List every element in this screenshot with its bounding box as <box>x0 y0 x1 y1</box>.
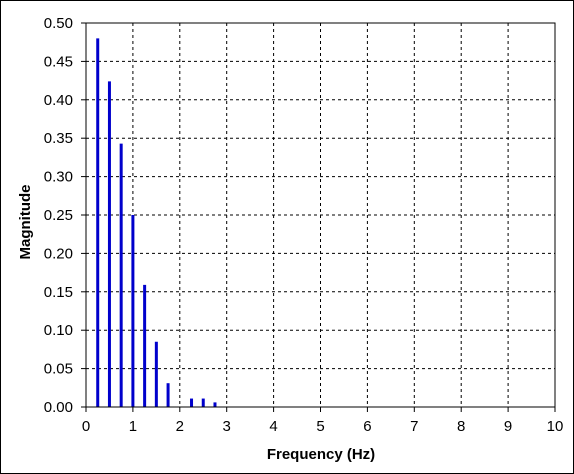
x-tick-label: 4 <box>269 418 277 435</box>
x-tick-label: 1 <box>129 418 137 435</box>
y-tick-label: 0.25 <box>44 207 73 224</box>
x-tick-label: 0 <box>82 418 90 435</box>
y-tick-label: 0.35 <box>44 130 73 147</box>
x-tick-label: 9 <box>504 418 512 435</box>
y-tick-labels: 0.00 0.05 0.10 0.15 0.20 0.25 0.30 0.35 0.40 0.45… <box>44 15 86 416</box>
y-tick-label: 0.50 <box>44 15 73 32</box>
x-tick-label: 5 <box>316 418 324 435</box>
grid-lines <box>86 23 555 407</box>
x-tick-label: 8 <box>457 418 465 435</box>
stem-series <box>96 38 217 407</box>
x-tick-label: 2 <box>176 418 184 435</box>
x-tick-labels: 0 1 2 3 4 5 6 7 8 9 10 <box>82 407 564 435</box>
y-tick-label: 0.00 <box>44 399 73 416</box>
y-axis-title: Magnitude <box>17 185 34 260</box>
y-tick-label: 0.10 <box>44 322 73 339</box>
plot-border <box>85 22 556 408</box>
y-tick-label: 0.45 <box>44 53 73 70</box>
y-tick-label: 0.40 <box>44 92 73 109</box>
x-tick-label: 7 <box>410 418 418 435</box>
x-tick-label: 10 <box>547 418 564 435</box>
x-tick-label: 6 <box>363 418 371 435</box>
y-tick-label: 0.20 <box>44 245 73 262</box>
y-tick-label: 0.15 <box>44 284 73 301</box>
x-tick-label: 3 <box>223 418 231 435</box>
y-tick-label: 0.30 <box>44 169 73 186</box>
y-tick-label: 0.05 <box>44 361 73 378</box>
x-axis-title: Frequency (Hz) <box>267 446 375 463</box>
